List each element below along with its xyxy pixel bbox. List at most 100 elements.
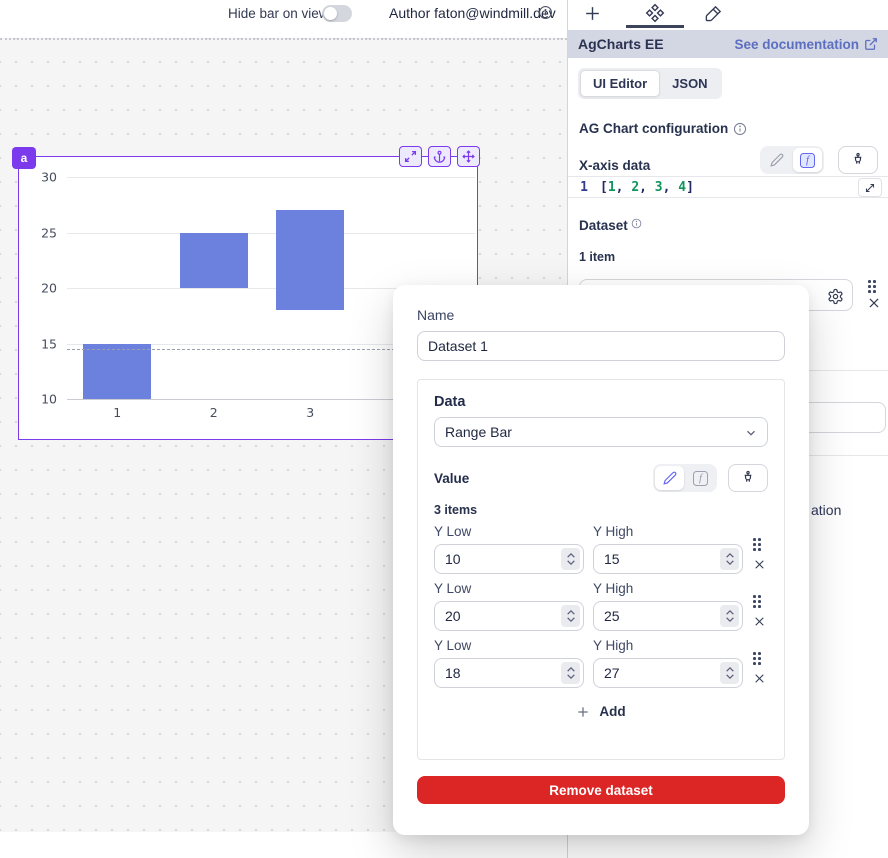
value-static-mode-button[interactable] <box>655 466 684 490</box>
row-drag-handle[interactable] <box>753 595 769 610</box>
component-toolbar <box>399 146 480 167</box>
value-label: Value <box>434 470 470 486</box>
xaxis-mode-toggle-group: f <box>760 146 824 174</box>
xaxis-input-mode-buttons: f <box>760 146 878 174</box>
data-section-title: Data <box>434 394 466 410</box>
y-axis-tick-label: 30 <box>41 169 57 185</box>
dataset-settings-button[interactable] <box>825 286 845 306</box>
y-high-label: Y High <box>593 638 634 653</box>
dataset-info-icon[interactable] <box>631 218 642 229</box>
value-eval-mode-button[interactable]: f <box>686 466 715 490</box>
number-stepper[interactable] <box>561 548 580 570</box>
panel-tab-strip <box>568 0 888 28</box>
code-expand-button[interactable] <box>858 178 882 197</box>
x-axis-tick-label: 2 <box>209 405 218 420</box>
row-remove-icon[interactable] <box>753 672 766 685</box>
y-high-input[interactable] <box>593 601 743 631</box>
chart-gridline <box>67 343 475 345</box>
component-header: AgCharts EE See documentation <box>568 30 888 58</box>
topbar: Hide bar on view Author faton@windmill.d… <box>0 0 567 38</box>
plug-icon <box>854 152 862 164</box>
range-bar <box>179 232 248 288</box>
resize-diagonal-icon <box>865 183 875 192</box>
y-axis-tick-label: 20 <box>41 280 57 296</box>
chart-dashed-guideline <box>67 349 475 351</box>
value-header-row: Value f <box>434 464 768 492</box>
y-high-input[interactable] <box>593 544 743 574</box>
xaxis-code-editor[interactable]: 1 [1, 2, 3, 4] <box>568 176 888 198</box>
row-remove-icon[interactable] <box>753 615 766 628</box>
expand-component-button[interactable] <box>399 146 422 167</box>
function-icon: f <box>693 470 708 486</box>
chevron-down-icon <box>744 426 758 440</box>
config-title-label: AG Chart configuration <box>579 121 729 136</box>
chart-gridline <box>67 399 475 400</box>
chart-type-select[interactable]: Range Bar <box>434 417 768 447</box>
number-stepper[interactable] <box>720 662 739 684</box>
config-section-title: AG Chart configuration <box>579 121 747 136</box>
y-high-label: Y High <box>593 581 634 596</box>
hide-bar-label: Hide bar on view <box>228 6 329 21</box>
chart-y-axis-labels: 10 15 20 25 30 <box>19 170 61 407</box>
code-line: [1, 2, 3, 4] <box>600 179 694 195</box>
chart-gridline <box>67 232 475 234</box>
close-icon <box>755 617 764 626</box>
code-line-number: 1 <box>580 179 588 195</box>
number-stepper[interactable] <box>561 605 580 627</box>
see-documentation-link[interactable]: See documentation <box>734 37 878 52</box>
x-axis-tick-label: 3 <box>306 405 315 420</box>
y-low-input[interactable] <box>434 658 584 688</box>
row-drag-handle[interactable] <box>753 652 769 667</box>
remove-dataset-button[interactable]: Remove dataset <box>417 776 785 804</box>
y-low-input[interactable] <box>434 544 584 574</box>
dataset-count-label: 1 item <box>579 250 616 264</box>
y-low-label: Y Low <box>434 581 472 596</box>
background-text-fragment: ation <box>811 502 842 518</box>
component-id-badge: a <box>12 147 36 169</box>
close-icon <box>755 560 764 569</box>
hide-bar-toggle[interactable] <box>322 5 352 22</box>
components-settings-tab[interactable] <box>644 3 666 23</box>
add-button-label: Add <box>599 704 626 719</box>
plug-icon <box>744 470 752 482</box>
y-low-input[interactable] <box>434 601 584 631</box>
move-component-button[interactable] <box>457 146 480 167</box>
dataset-drag-handle[interactable] <box>868 280 878 295</box>
close-icon <box>755 674 764 683</box>
number-stepper[interactable] <box>561 662 580 684</box>
range-bar <box>83 343 152 399</box>
add-item-button[interactable]: Add <box>434 704 768 719</box>
xaxis-data-label: X-axis data <box>579 158 651 173</box>
anchor-component-button[interactable] <box>428 146 451 167</box>
toggle-knob <box>324 7 337 20</box>
items-count-label: 3 items <box>434 503 478 517</box>
xaxis-eval-mode-button[interactable]: f <box>793 148 822 172</box>
gear-icon <box>828 288 842 304</box>
chart-type-value: Range Bar <box>445 424 512 440</box>
external-link-icon <box>865 38 877 50</box>
config-info-icon[interactable] <box>733 122 747 136</box>
value-pair-row: Y Low Y High <box>434 581 768 631</box>
value-input-mode-buttons: f <box>653 464 768 492</box>
number-stepper[interactable] <box>720 548 739 570</box>
y-high-input[interactable] <box>593 658 743 688</box>
styling-tab[interactable] <box>702 3 724 23</box>
add-component-tab[interactable] <box>581 3 603 23</box>
dataset-name-input[interactable] <box>417 331 785 361</box>
name-label: Name <box>417 307 455 323</box>
tab-json[interactable]: JSON <box>672 76 708 91</box>
y-axis-tick-label: 25 <box>41 225 57 240</box>
tab-ui-editor[interactable]: UI Editor <box>580 70 661 97</box>
number-stepper[interactable] <box>720 605 739 627</box>
value-connect-button[interactable] <box>728 464 768 492</box>
row-drag-handle[interactable] <box>753 538 769 553</box>
y-high-label: Y High <box>593 524 634 539</box>
range-bar <box>276 210 345 311</box>
author-info-icon[interactable] <box>538 5 553 20</box>
xaxis-connect-button[interactable] <box>838 146 878 174</box>
xaxis-static-mode-button[interactable] <box>762 148 791 172</box>
chart-gridline <box>67 177 475 178</box>
dataset-remove-icon[interactable] <box>867 296 881 310</box>
row-remove-icon[interactable] <box>753 558 766 571</box>
